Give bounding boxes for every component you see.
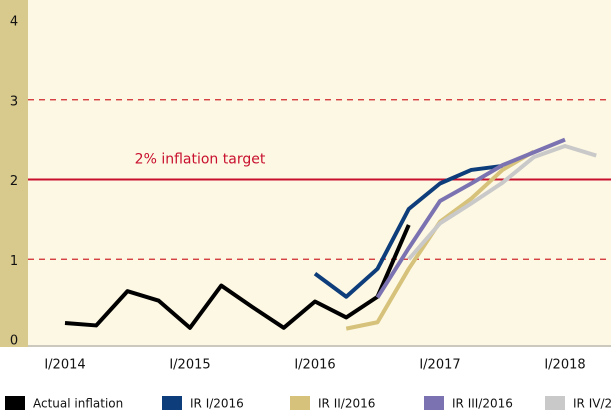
series-line bbox=[313, 163, 503, 299]
axis-band bbox=[0, 0, 28, 347]
legend-label: IR I/2016 bbox=[190, 397, 244, 411]
legend-label: IR II/2016 bbox=[318, 397, 375, 411]
y-tick-label: 2 bbox=[10, 174, 18, 189]
x-tick-label: I/2018 bbox=[544, 358, 585, 373]
legend-swatch bbox=[162, 396, 182, 410]
y-tick-label: 0 bbox=[10, 334, 18, 349]
x-tick-label: I/2015 bbox=[169, 358, 210, 373]
series-line bbox=[375, 137, 566, 299]
x-tick-label: I/2014 bbox=[44, 358, 85, 373]
legend-label: IR IV/2016 bbox=[573, 397, 611, 411]
y-tick-label: 4 bbox=[10, 15, 18, 30]
legend-label: IR III/2016 bbox=[452, 397, 513, 411]
plot-background bbox=[0, 0, 611, 347]
x-tick-label: I/2016 bbox=[294, 358, 335, 373]
legend-swatch bbox=[424, 396, 444, 410]
y-tick-label: 3 bbox=[10, 94, 18, 109]
annotation: 2% inflation target bbox=[135, 152, 266, 168]
legend-swatch bbox=[545, 396, 565, 410]
legend-swatch bbox=[5, 396, 25, 410]
x-tick-label: I/2017 bbox=[419, 358, 460, 373]
legend-label: Actual inflation bbox=[33, 397, 123, 411]
y-tick-label: 1 bbox=[10, 254, 18, 269]
series-line bbox=[64, 224, 411, 330]
series-line bbox=[407, 144, 597, 261]
legend-swatch bbox=[290, 396, 310, 410]
